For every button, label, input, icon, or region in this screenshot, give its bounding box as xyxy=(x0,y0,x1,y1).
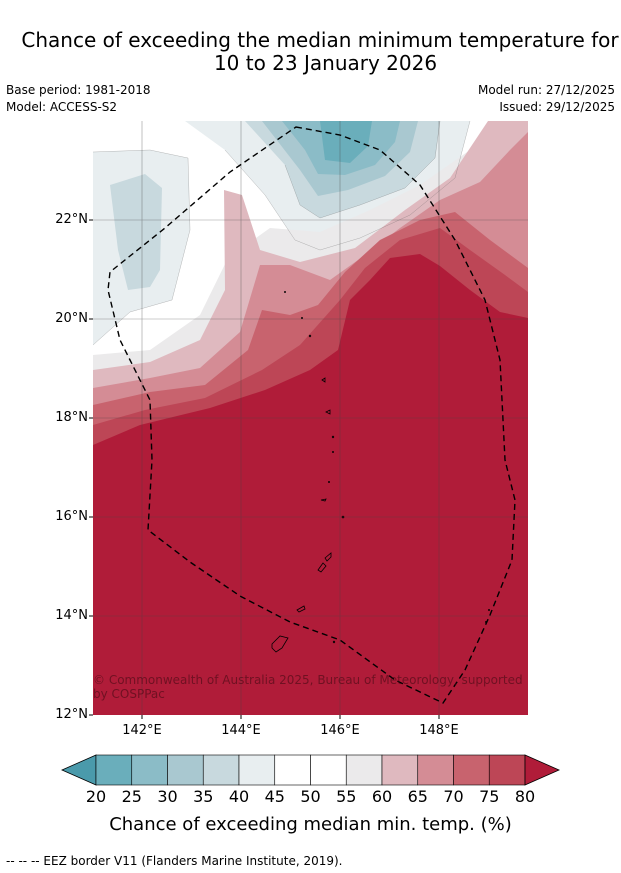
colorbar-bin-55-60 xyxy=(345,754,383,786)
colorbar-tick-50: 50 xyxy=(300,787,321,806)
lon-tick-148e: 148°E xyxy=(419,723,459,738)
lat-tick-20n: 20°N xyxy=(55,311,88,326)
colorbar-tick-35: 35 xyxy=(193,787,214,806)
colorbar-bin-65-70 xyxy=(417,754,454,786)
model-name: Model: ACCESS-S2 xyxy=(6,100,118,114)
lat-tick-14n: 14°N xyxy=(55,608,88,623)
colorbar-tick-40: 40 xyxy=(228,787,250,806)
chart-title-line1: Chance of exceeding the median minimum t… xyxy=(21,28,619,52)
chart-title-line2: 10 to 23 January 2026 xyxy=(213,51,438,75)
lon-tick-146e: 146°E xyxy=(320,723,360,738)
colorbar-tick-45: 45 xyxy=(264,787,285,806)
colorbar-extend-high xyxy=(524,754,560,786)
colorbar-bin-45-50 xyxy=(274,754,311,786)
colorbar-tick-70: 70 xyxy=(443,787,464,806)
lat-tick-12n: 12°N xyxy=(55,707,88,722)
colorbar-bin-75-80 xyxy=(488,754,526,786)
colorbar-extend-low xyxy=(61,754,97,786)
colorbar-bin-30-35 xyxy=(167,754,204,786)
lat-tick-16n: 16°N xyxy=(55,509,88,524)
lon-tick-144e: 144°E xyxy=(221,723,261,738)
eez-legend-note: -- -- -- EEZ border V11 (Flanders Marine… xyxy=(6,854,343,868)
model-run-date: Model run: 27/12/2025 xyxy=(477,83,615,97)
colorbar-tick-20: 20 xyxy=(85,787,107,806)
colorbar-tick-25: 25 xyxy=(121,787,142,806)
colorbar-bin-25-30 xyxy=(131,754,168,786)
colorbar-tick-55: 55 xyxy=(336,787,357,806)
axis-ticks xyxy=(89,219,440,719)
contour-20-north xyxy=(320,121,372,163)
base-period: Base period: 1981-2018 xyxy=(6,83,151,97)
probability-map xyxy=(93,121,528,715)
colorbar-tick-30: 30 xyxy=(157,787,178,806)
colorbar-bin-40-45 xyxy=(238,754,276,786)
colorbar-label: Chance of exceeding median min. temp. (%… xyxy=(109,814,512,835)
lat-tick-22n: 22°N xyxy=(55,212,88,227)
islands xyxy=(271,290,490,653)
colorbar-bin-50-55 xyxy=(310,754,347,786)
colorbar xyxy=(61,754,560,786)
issued-date: Issued: 29/12/2025 xyxy=(499,100,615,114)
colorbar-bin-70-75 xyxy=(453,754,490,786)
colorbar-tick-75: 75 xyxy=(479,787,500,806)
colorbar-tick-65: 65 xyxy=(407,787,428,806)
colorbar-bin-20-25 xyxy=(95,754,133,786)
lon-tick-142e: 142°E xyxy=(122,723,162,738)
colorbar-tick-80: 80 xyxy=(514,787,536,806)
colorbar-bin-60-65 xyxy=(381,754,419,786)
colorbar-bin-35-40 xyxy=(202,754,240,786)
graticule xyxy=(93,121,528,715)
contour-80 xyxy=(93,254,528,715)
eez-border xyxy=(107,126,516,704)
lat-tick-18n: 18°N xyxy=(55,410,88,425)
copyright-credit: © Commonwealth of Australia 2025, Bureau… xyxy=(93,673,523,701)
colorbar-tick-60: 60 xyxy=(371,787,393,806)
